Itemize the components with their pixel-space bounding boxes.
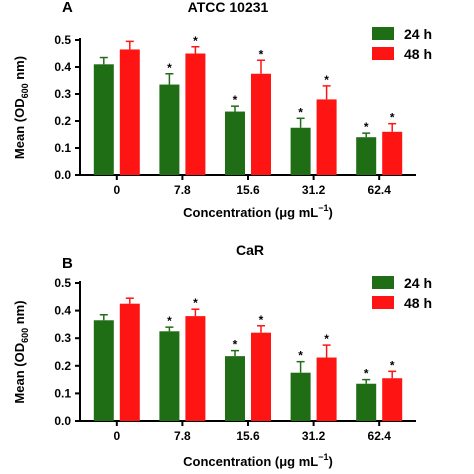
chart-panel-B: B CaR 0.0 0.1 0.2 0.3 0.4 0.5 0 7.8 15.6 31.2 62.4 Co… [12, 242, 432, 469]
y-axis-label-main: Mean (OD [12, 98, 27, 159]
bar-24h-62.4 [356, 137, 377, 175]
significance-star: * [193, 34, 198, 48]
bar-24h-0 [93, 320, 114, 421]
significance-star: * [390, 111, 395, 125]
y-tick-label: 0.0 [54, 168, 71, 182]
y-tick-label: 0.5 [54, 33, 71, 47]
x-tick-label: 62.4 [368, 429, 392, 443]
x-axis-label-main: Concentration (μg mL [183, 205, 318, 220]
x-tick-label: 62.4 [368, 183, 392, 197]
legend-label: 24 h [404, 26, 432, 42]
x-tick-label: 0 [113, 183, 120, 197]
y-axis-label-end: nm) [12, 56, 27, 83]
x-tick-label: 0 [113, 429, 120, 443]
y-tick-label: 0.3 [54, 331, 71, 345]
legend-label: 48 h [404, 46, 432, 62]
bar-48h-7.8 [185, 316, 206, 421]
bar-48h-15.6 [251, 73, 271, 175]
significance-star: * [167, 314, 172, 328]
y-axis-label-sub: 600 [20, 83, 30, 98]
significance-star: * [193, 296, 198, 310]
legend-swatch-48h [372, 296, 394, 309]
y-tick-label: 0.2 [54, 114, 71, 128]
bar-24h-7.8 [159, 84, 180, 175]
significance-star: * [390, 358, 395, 372]
x-axis-label: Concentration (μg mL−1) [183, 452, 333, 469]
bar-24h-15.6 [225, 111, 245, 175]
significance-star: * [233, 93, 238, 107]
x-axis-label-end: ) [328, 205, 332, 220]
bar-48h-62.4 [382, 378, 403, 421]
legend-label: 24 h [404, 275, 432, 291]
y-tick-label: 0.1 [54, 141, 71, 155]
x-axis-label-main: Concentration (μg mL [183, 454, 318, 469]
bar-24h-31.2 [290, 372, 311, 421]
y-axis-label: Mean (OD600 nm) [12, 300, 30, 403]
y-axis-label-sub: 600 [20, 328, 30, 343]
chart-title: CaR [236, 242, 264, 258]
x-axis-label: Concentration (μg mL−1) [183, 203, 333, 220]
x-axis-label-sup: −1 [318, 452, 328, 462]
bar-48h-0 [119, 49, 140, 176]
y-tick-label: 0.2 [54, 359, 71, 373]
y-tick-label: 0.4 [54, 60, 71, 74]
significance-star: * [167, 61, 172, 75]
y-axis-label-end: nm) [12, 300, 27, 327]
significance-star: * [364, 120, 369, 134]
legend-swatch-24h [372, 276, 394, 289]
bar-24h-7.8 [159, 331, 180, 421]
chart-panel-A: A ATCC 10231 0.0 0.1 0.2 0.3 0.4 0.5 0 7.8 15.6 31.… [12, 0, 432, 220]
significance-star: * [259, 47, 264, 61]
bar-48h-7.8 [185, 53, 206, 175]
x-tick-label: 15.6 [236, 183, 260, 197]
bar-48h-15.6 [251, 332, 271, 421]
y-tick-label: 0.1 [54, 386, 71, 400]
y-tick-label: 0.3 [54, 87, 71, 101]
bar-48h-62.4 [382, 131, 403, 175]
x-tick-label: 31.2 [302, 183, 326, 197]
bar-24h-0 [93, 64, 114, 175]
x-tick-label: 15.6 [236, 429, 260, 443]
chart-title: ATCC 10231 [188, 0, 269, 15]
bar-24h-15.6 [225, 356, 245, 421]
panel-letter: B [62, 255, 73, 272]
significance-star: * [324, 332, 329, 346]
x-axis-label-sup: −1 [318, 203, 328, 213]
x-tick-label: 7.8 [174, 429, 191, 443]
x-tick-label: 31.2 [302, 429, 326, 443]
y-tick-label: 0.5 [54, 276, 71, 290]
significance-star: * [298, 349, 303, 363]
legend-swatch-24h [372, 27, 394, 40]
y-axis-label-main: Mean (OD [12, 343, 27, 404]
bar-48h-0 [119, 303, 140, 421]
x-axis-label-end: ) [328, 454, 332, 469]
y-tick-label: 0.4 [54, 304, 71, 318]
panel-letter: A [62, 0, 73, 16]
bar-48h-31.2 [316, 99, 337, 175]
legend-label: 48 h [404, 295, 432, 311]
significance-star: * [298, 105, 303, 119]
bar-24h-31.2 [290, 127, 311, 175]
x-tick-label: 7.8 [174, 183, 191, 197]
legend-swatch-48h [372, 47, 394, 60]
bar-24h-62.4 [356, 383, 377, 421]
y-tick-label: 0.0 [54, 414, 71, 428]
significance-star: * [324, 73, 329, 87]
y-axis-label: Mean (OD600 nm) [12, 56, 30, 159]
significance-star: * [233, 338, 238, 352]
bar-48h-31.2 [316, 357, 337, 421]
significance-star: * [259, 313, 264, 327]
significance-star: * [364, 367, 369, 381]
